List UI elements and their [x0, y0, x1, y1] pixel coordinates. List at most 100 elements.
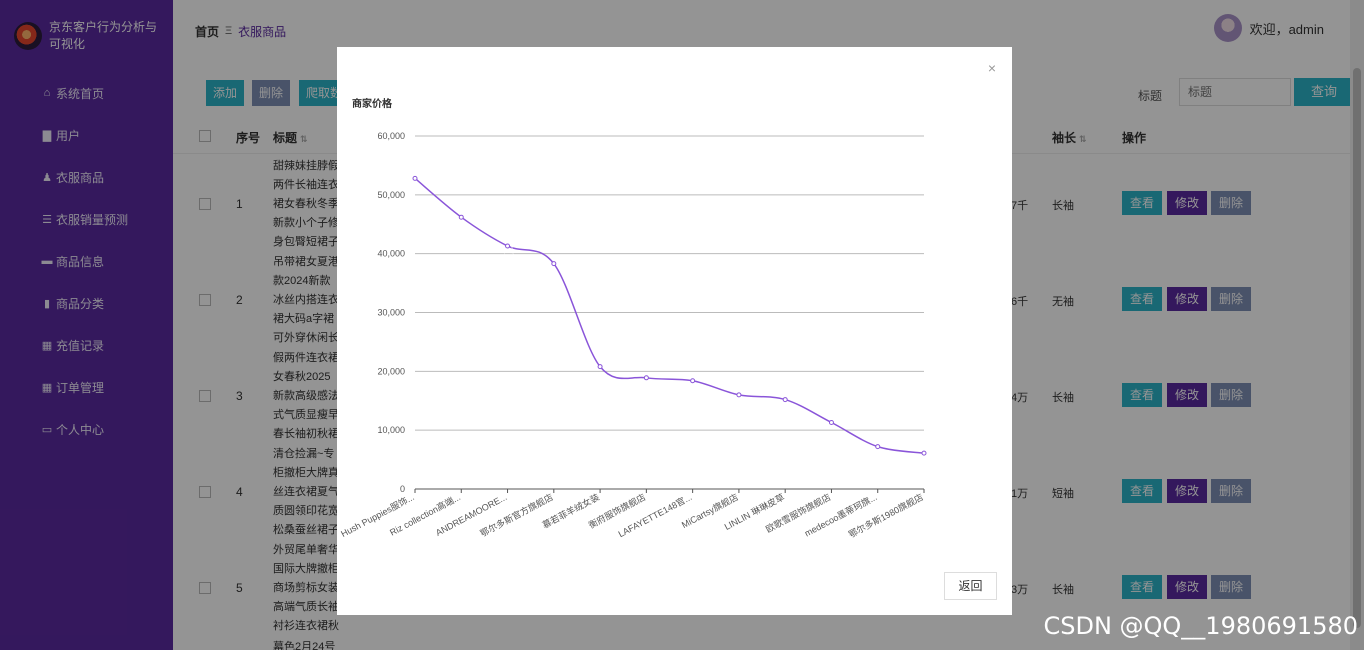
sidebar-item-label: 充值记录 [56, 338, 105, 353]
y-tick-label: 30,000 [377, 308, 405, 318]
row-checkbox[interactable] [199, 486, 211, 498]
search-input[interactable] [1179, 78, 1291, 106]
sidebar-item-label: 系统首页 [56, 86, 105, 101]
data-point [690, 378, 696, 384]
edit-button[interactable]: 修改 [1167, 383, 1207, 407]
row-index: 2 [236, 293, 243, 307]
data-point [921, 450, 927, 456]
row-checkbox[interactable] [199, 390, 211, 402]
view-button[interactable]: 查看 [1122, 479, 1162, 503]
table-row: 3 假两件连衣裙女春秋2025新款高级感法式气质显瘦早春长袖初秋裙子 4万 长袖 查看修… [173, 347, 1364, 443]
row-index: 4 [236, 485, 243, 499]
row-index: 3 [236, 389, 243, 403]
row-sleeve: 长袖 [1052, 584, 1074, 596]
row-6-title: 幕色2月24号 [273, 641, 336, 650]
row-checkbox[interactable] [199, 582, 211, 594]
header-sleeve[interactable]: 袖长 ⇅ [1052, 129, 1087, 146]
header-title[interactable]: 标题 ⇅ [273, 129, 308, 146]
page-scrollbar[interactable] [1350, 0, 1364, 650]
y-tick-label: 10,000 [377, 425, 405, 435]
delete-row-button[interactable]: 删除 [1211, 191, 1251, 215]
sidebar-item-7[interactable]: ▦ 订单管理 [0, 366, 173, 408]
data-point [597, 364, 603, 370]
select-all-checkbox[interactable] [199, 130, 211, 142]
hand-cursor-icon: ☝ [503, 242, 516, 264]
avatar[interactable] [1213, 14, 1242, 42]
y-tick-label: 60,000 [377, 131, 405, 141]
view-button[interactable]: 查看 [1122, 575, 1162, 599]
data-point [736, 392, 742, 398]
sidebar-item-5[interactable]: ▮ 商品分类 [0, 282, 173, 324]
edit-button[interactable]: 修改 [1167, 575, 1207, 599]
view-button[interactable]: 查看 [1122, 383, 1162, 407]
row-checkbox[interactable] [199, 198, 211, 210]
sort-icon[interactable]: ⇅ [300, 134, 308, 144]
sidebar-item-1[interactable]: ▇ 用户 [0, 114, 173, 156]
search-button[interactable]: 查询 [1294, 78, 1354, 106]
brand: 京东客户行为分析与可视化 [0, 0, 173, 72]
data-point [875, 444, 881, 450]
row-title: 清仓捡漏~专柜撤柜大牌真丝连衣裙夏气质圆领印花宽松桑蚕丝裙子 [273, 448, 339, 536]
delete-button[interactable]: 删除 [252, 80, 291, 106]
data-point [551, 261, 557, 267]
x-tick-label: LAFAYETTE148官... [616, 491, 693, 539]
crawl-button[interactable]: 爬取数据 [299, 80, 339, 106]
row-sleeve: 短袖 [1052, 488, 1074, 500]
row-price: 6千 [1011, 296, 1029, 308]
chart-modal: × 商家价格 0 10,000 20,000 30,000 40,000 50,000 60… [337, 47, 1012, 615]
table-row: 5 外贸尾单奢华国际大牌撤柜商场剪标女装高端气质长袖衬衫连衣裙秋 3万 长袖 查看 修改删… [173, 539, 1364, 635]
data-point [828, 420, 834, 426]
delete-row-button[interactable]: 删除 [1211, 479, 1251, 503]
data-point [782, 397, 788, 403]
sidebar-menu: ⌂ 系统首页 ▇ 用户 ♟ 衣服商品 ☰ 衣服销量预测 ▬ 商品信息 ▮ 商品分类 ▦ 充值记录 ▦ 订单管理… [0, 72, 173, 450]
close-icon[interactable]: × [987, 60, 996, 76]
row-sleeve: 长袖 [1052, 392, 1074, 404]
brand-title: 京东客户行为分析与可视化 [49, 20, 158, 51]
data-point [412, 175, 418, 181]
toolbar: 添加 删除 爬取数据 标题 查询 [173, 78, 1364, 118]
row-index: 5 [236, 581, 243, 595]
topbar: 首页 Ξ 衣服商品 欢迎，admin [173, 0, 1364, 62]
edit-button[interactable]: 修改 [1167, 479, 1207, 503]
grid-icon: ▦ [41, 381, 53, 394]
row-sleeve: 长袖 [1052, 200, 1074, 212]
y-tick-label: 40,000 [377, 249, 405, 259]
table-row: 2 吊带裙女夏港款2024新款冰丝内搭连衣裙大码a字裙可外穿休闲长裙 6千 无袖 查看修… [173, 251, 1364, 347]
row-price: 3万 [1011, 584, 1029, 596]
view-button[interactable]: 查看 [1122, 287, 1162, 311]
y-tick-label: 50,000 [377, 190, 405, 200]
delete-row-button[interactable]: 删除 [1211, 575, 1251, 599]
sidebar-item-label: 衣服销量预测 [56, 212, 129, 227]
user-icon: ▇ [42, 129, 52, 142]
back-button[interactable]: 返回 [944, 572, 997, 600]
breadcrumb-home[interactable]: 首页 [195, 24, 220, 39]
search-label: 标题 [1137, 89, 1162, 103]
x-tick-label: Hush Puppies服饰... [339, 491, 416, 539]
scrollbar-thumb[interactable] [1353, 68, 1361, 628]
view-button[interactable]: 查看 [1122, 191, 1162, 215]
sidebar-item-4[interactable]: ▬ 商品信息 [0, 240, 173, 282]
sidebar-item-6[interactable]: ▦ 充值记录 [0, 324, 173, 366]
sidebar-item-label: 个人中心 [56, 422, 105, 437]
add-button[interactable]: 添加 [206, 80, 245, 106]
x-tick-label: 鄂尔多斯1980旗舰店 [846, 491, 924, 540]
watermark: CSDN @QQ__1980691580 [1043, 612, 1358, 640]
header-title-label: 标题 [273, 131, 298, 145]
sidebar-item-label: 商品信息 [56, 254, 105, 269]
sidebar: 京东客户行为分析与可视化 ⌂ 系统首页 ▇ 用户 ♟ 衣服商品 ☰ 衣服销量预测 ▬ 商品信息 ▮ 商… [0, 0, 173, 650]
sidebar-item-3[interactable]: ☰ 衣服销量预测 [0, 198, 173, 240]
user-menu[interactable]: 欢迎，admin [1213, 14, 1324, 42]
row-checkbox[interactable] [199, 294, 211, 306]
sort-icon[interactable]: ⇅ [1079, 134, 1087, 144]
delete-row-button[interactable]: 删除 [1211, 287, 1251, 311]
sidebar-item-8[interactable]: ▭ 个人中心 [0, 408, 173, 450]
y-tick-label: 0 [400, 484, 405, 494]
delete-row-button[interactable]: 删除 [1211, 383, 1251, 407]
edit-button[interactable]: 修改 [1167, 287, 1207, 311]
row-index: 1 [236, 197, 243, 211]
row-title: 吊带裙女夏港款2024新款冰丝内搭连衣裙大码a字裙可外穿休闲长裙 [273, 256, 339, 344]
edit-button[interactable]: 修改 [1167, 191, 1207, 215]
sidebar-item-2[interactable]: ♟ 衣服商品 [0, 156, 173, 198]
sidebar-item-0[interactable]: ⌂ 系统首页 [0, 72, 173, 114]
breadcrumb-current[interactable]: 衣服商品 [238, 24, 287, 39]
